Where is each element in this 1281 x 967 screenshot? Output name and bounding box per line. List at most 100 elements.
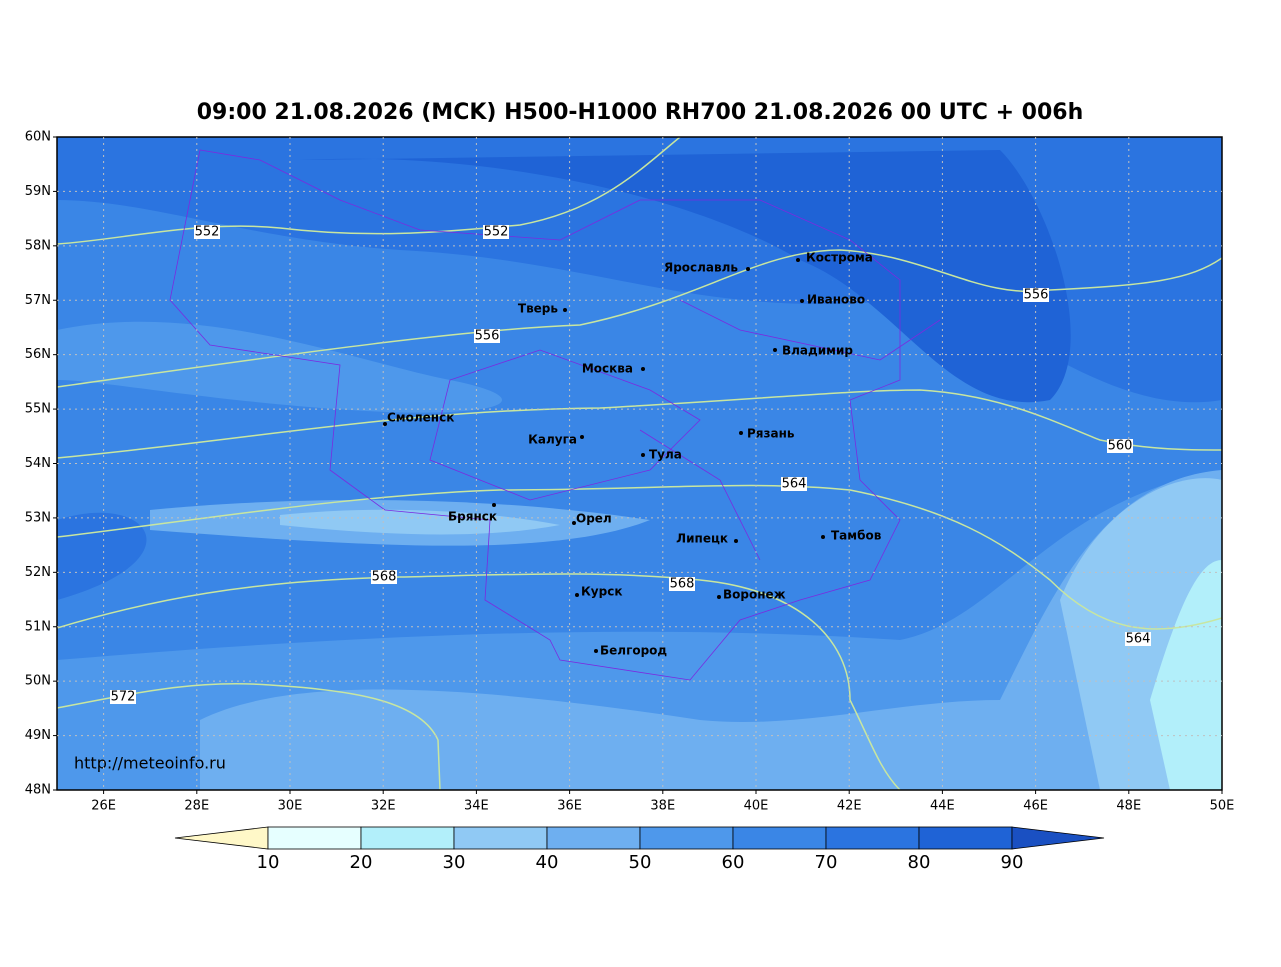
lat-label: 52N xyxy=(25,565,51,580)
city-dot xyxy=(796,258,800,262)
contour-label-bg xyxy=(474,329,500,343)
lat-label: 57N xyxy=(25,293,51,308)
colorbar-extend xyxy=(174,826,269,850)
url: http://meteoinfo.ru xyxy=(74,754,226,773)
lon-label: 36E xyxy=(557,799,582,814)
colorbar-label: 90 xyxy=(1001,852,1024,873)
city-label: Белгород xyxy=(600,644,667,658)
lat-label: 58N xyxy=(25,238,51,253)
city-dot xyxy=(734,539,738,543)
lat-label: 49N xyxy=(25,728,51,743)
colorbar-label: 50 xyxy=(629,852,652,873)
city-label: Липецк xyxy=(676,532,728,546)
colorbar-label: 70 xyxy=(815,852,838,873)
city-label: Кострома xyxy=(806,251,873,265)
contour-label: 552 xyxy=(484,225,509,240)
contour-label: 556 xyxy=(1024,288,1049,303)
lat-label: 60N xyxy=(25,130,51,145)
contour-label: 572 xyxy=(111,690,136,705)
colorbar-label: 80 xyxy=(908,852,931,873)
city-dot xyxy=(580,435,584,439)
colorbar-box xyxy=(825,826,920,850)
city-dot xyxy=(641,453,645,457)
city-dot xyxy=(492,503,496,507)
contour-label: 556 xyxy=(475,329,500,344)
city-label: Тамбов xyxy=(831,529,882,543)
city-label: Брянск xyxy=(448,510,497,524)
city-label: Воронеж xyxy=(723,588,786,602)
colorbar-box xyxy=(546,826,641,850)
lon-label: 42E xyxy=(837,799,862,814)
colorbar-box xyxy=(639,826,734,850)
contour-label: 568 xyxy=(372,570,397,585)
colorbar-label: 40 xyxy=(536,852,559,873)
colorbar-box xyxy=(732,826,827,850)
lon-label: 48E xyxy=(1116,799,1141,814)
lon-label: 40E xyxy=(744,799,769,814)
colorbar-box xyxy=(918,826,1013,850)
contour-label: 564 xyxy=(782,477,807,492)
contour-label-bg xyxy=(1125,632,1151,646)
colorbar-label: 10 xyxy=(257,852,280,873)
city-dot xyxy=(641,367,645,371)
lat-label: 55N xyxy=(25,402,51,417)
city-dot xyxy=(746,267,750,271)
city-label: Смоленск xyxy=(387,411,454,425)
city-dot xyxy=(773,348,777,352)
lat-label: 56N xyxy=(25,347,51,362)
city-dot xyxy=(717,595,721,599)
lat-label: 51N xyxy=(25,619,51,634)
colorbar-box xyxy=(360,826,455,850)
colorbar-extend xyxy=(1011,826,1105,850)
city-label: Рязань xyxy=(747,427,795,441)
city-dot xyxy=(575,593,579,597)
city-dot xyxy=(821,535,825,539)
lon-label: 34E xyxy=(464,799,489,814)
lon-label: 44E xyxy=(930,799,955,814)
city-label: Орел xyxy=(576,512,612,526)
contour-label: 564 xyxy=(1126,632,1151,647)
contour-label-bg xyxy=(1023,288,1049,302)
lon-label: 26E xyxy=(91,799,116,814)
lon-label: 50E xyxy=(1210,799,1235,814)
lat-label: 48N xyxy=(25,783,51,798)
city-dot xyxy=(383,422,387,426)
city-label: Тверь xyxy=(518,302,559,316)
colorbar-box xyxy=(267,826,362,850)
city-label: Тула xyxy=(649,448,682,462)
lon-label: 28E xyxy=(184,799,209,814)
contour-label-bg xyxy=(371,570,397,584)
lat-label: 54N xyxy=(25,456,51,471)
city-label: Ярославль xyxy=(664,261,738,275)
city-label: Калуга xyxy=(528,433,577,447)
lon-label: 30E xyxy=(278,799,303,814)
colorbar-label: 60 xyxy=(722,852,745,873)
lon-label: 32E xyxy=(371,799,396,814)
title: 09:00 21.08.2026 (MCK) H500-H1000 RH700 … xyxy=(197,100,1084,125)
lat-label: 53N xyxy=(25,510,51,525)
contour-label-bg xyxy=(483,225,509,239)
city-label: Курск xyxy=(581,585,622,599)
lon-label: 46E xyxy=(1023,799,1048,814)
contour-label-bg xyxy=(194,225,220,239)
city-dot xyxy=(739,431,743,435)
colorbar-box xyxy=(453,826,548,850)
colorbar-label: 20 xyxy=(350,852,373,873)
city-dot xyxy=(563,308,567,312)
city-dot xyxy=(572,521,576,525)
colorbar-label: 30 xyxy=(443,852,466,873)
contour-label-bg xyxy=(669,577,695,591)
city-dot xyxy=(800,299,804,303)
lat-label: 59N xyxy=(25,184,51,199)
city-label: Иваново xyxy=(807,293,865,307)
contour-label-bg xyxy=(1107,439,1133,453)
contour-label-bg xyxy=(110,690,136,704)
contour-label: 568 xyxy=(670,577,695,592)
city-label: Владимир xyxy=(782,344,853,358)
lat-label: 50N xyxy=(25,674,51,689)
lon-label: 38E xyxy=(650,799,675,814)
contour-label-bg xyxy=(781,477,807,491)
city-label: Москва xyxy=(582,362,633,376)
city-dot xyxy=(594,649,598,653)
